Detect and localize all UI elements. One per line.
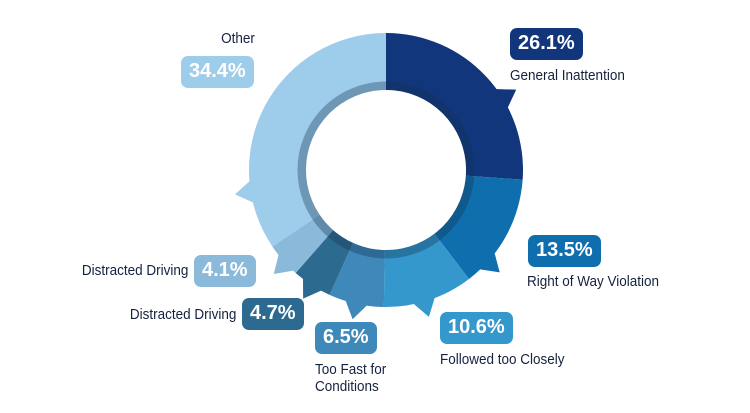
- slice-label: Right of Way Violation: [527, 273, 660, 290]
- slice-6: [249, 33, 386, 247]
- slice-4: [295, 230, 354, 295]
- slice-0: [386, 33, 524, 180]
- slice-label: General Inattention: [510, 67, 625, 84]
- pointer-6: [234, 179, 256, 204]
- slice-3: [329, 242, 385, 307]
- donut-hole: [306, 90, 466, 250]
- pointer-4: [302, 276, 324, 299]
- slice-5: [272, 214, 334, 273]
- value-badge: 13.5%: [528, 235, 601, 267]
- pointer-3: [344, 298, 369, 320]
- slice-label: Distracted Driving: [81, 262, 188, 279]
- value-badge: 10.6%: [440, 312, 513, 344]
- slice-label: Too Fast for Conditions: [315, 361, 387, 395]
- pointer-5: [273, 252, 296, 275]
- value-badge: 6.5%: [315, 322, 377, 354]
- pointer-1: [477, 250, 500, 273]
- value-badge: 26.1%: [510, 28, 583, 60]
- slice-label: Followed too Closely: [440, 351, 565, 368]
- pointer-2: [412, 295, 436, 317]
- slice-1: [434, 175, 523, 279]
- inner-ring: [297, 81, 475, 259]
- value-badge: 4.7%: [242, 298, 304, 330]
- pointer-0: [494, 89, 517, 110]
- slice-2: [383, 233, 470, 308]
- slice-label: Distracted Driving: [129, 306, 236, 323]
- slice-label: Other: [221, 30, 255, 47]
- value-badge: 34.4%: [181, 56, 254, 88]
- value-badge: 4.1%: [194, 255, 256, 287]
